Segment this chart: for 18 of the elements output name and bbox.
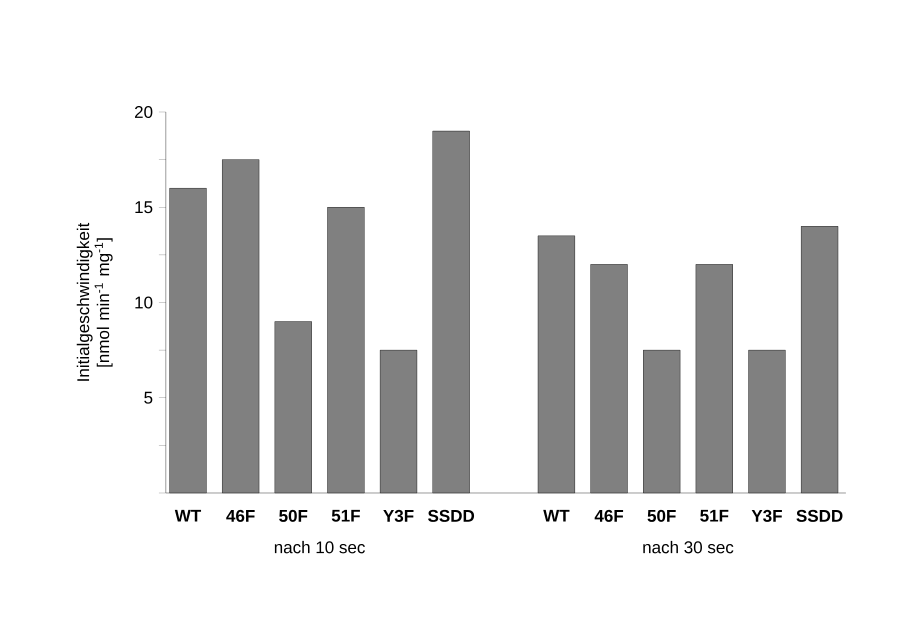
y-tick-label: 20 (134, 106, 152, 118)
x-tick-label: 51F (332, 510, 360, 522)
y-tick-label: 5 (144, 392, 152, 404)
x-tick-label: SSDD (796, 510, 842, 522)
x-tick-label: Y3F (752, 510, 782, 522)
x-tick-label: 46F (226, 510, 255, 522)
x-tick-label: Y3F (383, 510, 414, 522)
y-tick-label: 15 (135, 201, 152, 214)
x-tick-label: 50F (279, 510, 308, 522)
text: nach 10 sec (274, 540, 365, 554)
x-tick-label: SSDD (428, 510, 474, 522)
x-tick-label: 51F (700, 510, 728, 522)
text: nach 30 sec (643, 540, 734, 554)
x-tick-label: WT (543, 510, 570, 522)
x-tick-label: 46F (594, 510, 624, 522)
x-tick-label: 50F (648, 510, 676, 522)
y-tick-label: 10 (135, 296, 152, 309)
x-tick-label: WT (174, 510, 202, 522)
